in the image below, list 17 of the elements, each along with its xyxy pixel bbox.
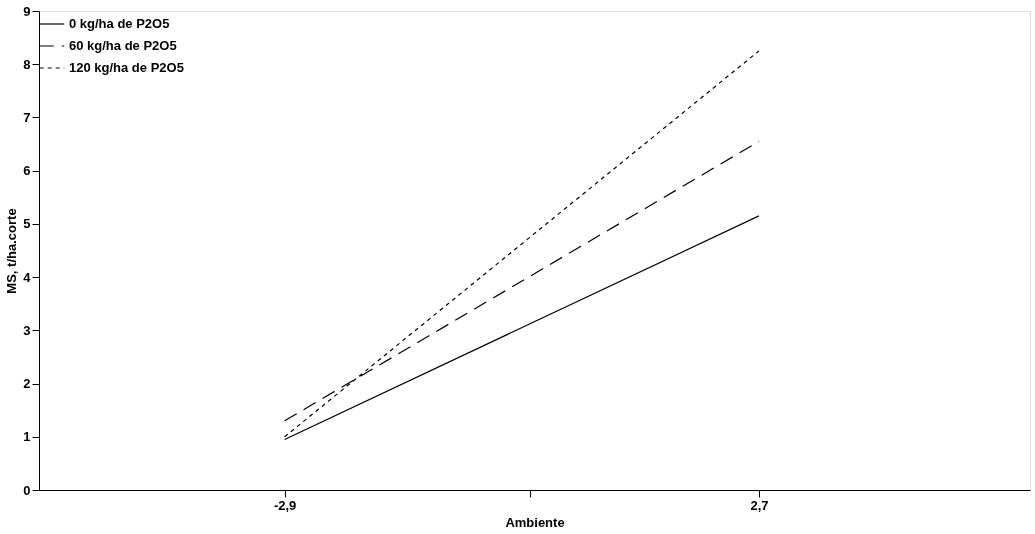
y-tick-label: 7	[23, 109, 31, 125]
legend-label: 60 kg/ha de P2O5	[69, 38, 177, 53]
y-tick-label: 1	[23, 429, 31, 445]
y-tick-label: 5	[23, 216, 31, 232]
y-tick-label: 0	[23, 482, 31, 498]
x-axis-title: Ambiente	[505, 514, 565, 530]
x-tick-label: 2,7	[750, 497, 769, 513]
legend-label: 0 kg/ha de P2O5	[69, 16, 170, 31]
y-tick-label: 6	[23, 163, 31, 179]
y-tick-label: 4	[23, 269, 32, 285]
x-tick-label: -2,9	[273, 497, 297, 513]
legend-label: 120 kg/ha de P2O5	[69, 60, 184, 75]
y-axis-title: MS, t/ha.corte	[4, 208, 20, 294]
y-tick-label: 9	[23, 3, 31, 19]
y-tick-label: 8	[23, 56, 31, 72]
y-tick-label: 3	[23, 322, 31, 338]
y-tick-label: 2	[23, 376, 31, 392]
